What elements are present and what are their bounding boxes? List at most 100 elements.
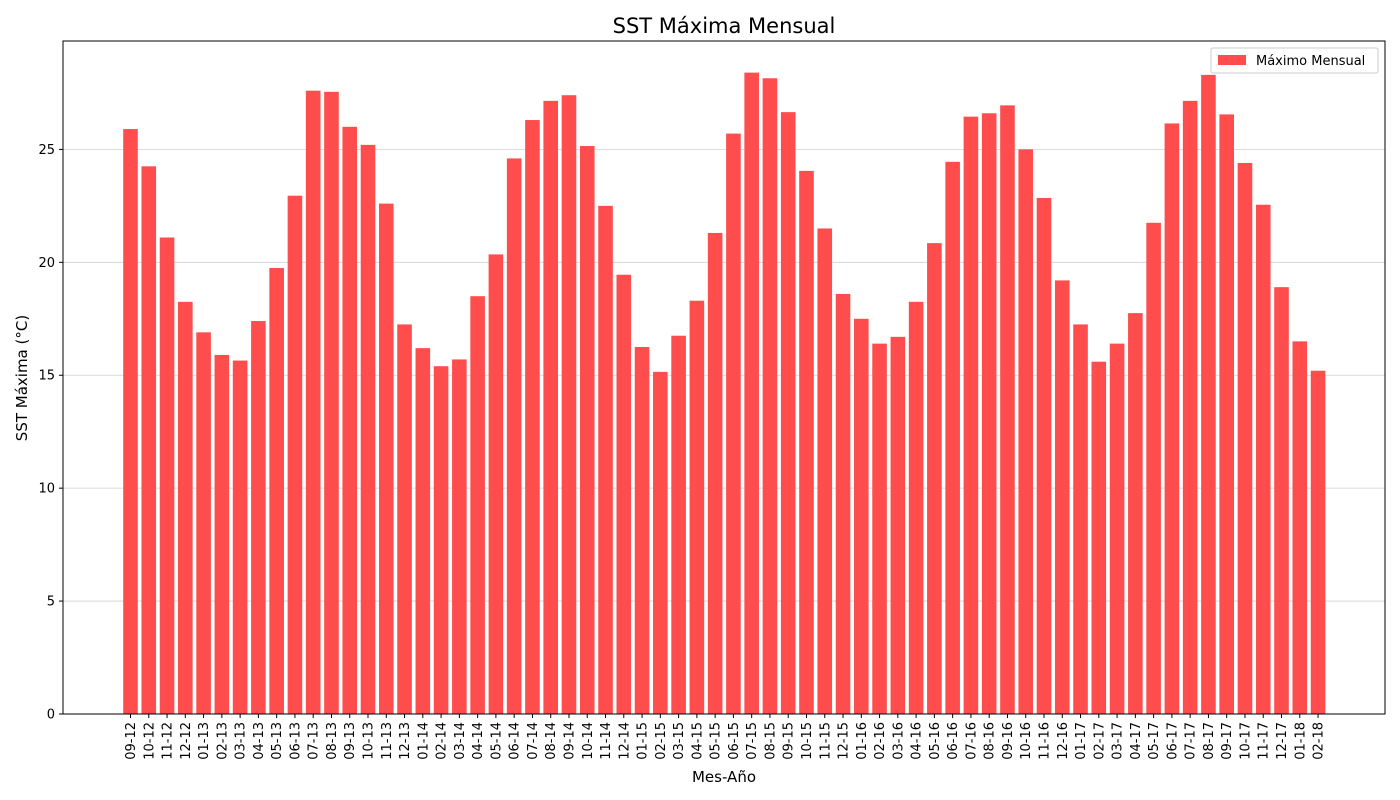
x-tick-label: 09-13	[343, 722, 358, 760]
bar	[123, 129, 138, 715]
x-axis-label: Mes-Año	[692, 768, 756, 786]
y-tick-label: 15	[38, 369, 55, 384]
x-tick-label: 02-15	[654, 722, 669, 760]
x-tick-label: 03-14	[453, 722, 468, 760]
x-tick-label: 07-14	[526, 722, 541, 760]
bar	[872, 343, 887, 714]
x-tick-label: 12-16	[1056, 722, 1071, 760]
bar	[1274, 287, 1289, 714]
bar	[817, 228, 833, 715]
x-tick-label: 10-15	[800, 722, 815, 760]
bar	[452, 359, 467, 714]
bar	[653, 371, 668, 714]
bar	[1255, 204, 1271, 714]
x-tick-label: 09-15	[782, 722, 797, 760]
x-tick-label: 04-16	[910, 722, 925, 760]
bar	[159, 237, 175, 714]
x-tick-label: 01-16	[855, 722, 870, 760]
x-tick-label: 10-14	[581, 722, 596, 760]
bar	[269, 267, 284, 714]
bar	[305, 90, 321, 714]
bar	[707, 232, 723, 715]
bar	[1000, 105, 1015, 715]
x-tick-label: 09-16	[1001, 722, 1016, 760]
y-tick-label: 5	[47, 595, 55, 610]
bar	[1073, 324, 1088, 714]
bar	[744, 72, 759, 715]
x-tick-label: 04-14	[471, 722, 486, 760]
x-tick-label: 08-17	[1202, 722, 1217, 760]
x-tick-label: 03-16	[891, 722, 906, 760]
x-tick-label: 09-12	[124, 722, 139, 760]
bar	[1018, 149, 1034, 714]
bar	[1109, 343, 1125, 714]
x-tick-label: 07-13	[307, 722, 322, 760]
bar	[251, 321, 266, 714]
bar	[908, 301, 924, 714]
x-tick-label: 10-16	[1019, 722, 1034, 760]
legend-swatch	[1218, 55, 1246, 65]
x-tick-label: 04-13	[252, 722, 267, 760]
x-tick-label: 12-17	[1275, 722, 1290, 760]
x-tick-label: 02-14	[435, 722, 450, 760]
x-tick-label: 02-16	[873, 722, 888, 760]
y-tick-label: 0	[47, 708, 55, 723]
bar	[433, 366, 449, 714]
axes-frame	[62, 40, 1386, 715]
bar	[981, 113, 997, 715]
y-tick-label: 25	[38, 143, 55, 158]
bar	[616, 274, 632, 714]
x-tick-label: 04-15	[690, 722, 705, 760]
x-tick-label: 12-15	[837, 722, 852, 760]
x-tick-label: 02-13	[215, 722, 230, 760]
x-tick-label: 06-16	[946, 722, 961, 760]
bar	[1237, 162, 1253, 715]
x-tick-label: 05-15	[709, 722, 724, 760]
bar	[927, 243, 942, 714]
bar	[780, 112, 796, 714]
legend-label: Máximo Mensual	[1256, 54, 1365, 69]
bar	[634, 347, 650, 714]
bar	[799, 170, 814, 715]
bar	[561, 95, 577, 714]
bar	[890, 336, 906, 714]
x-tick-label: 01-17	[1074, 722, 1089, 760]
x-tick-label: 01-15	[636, 722, 651, 760]
bar	[945, 161, 960, 714]
x-tick-label: 06-14	[508, 722, 523, 760]
x-tick-label: 01-13	[197, 722, 212, 760]
x-tick-label: 08-13	[325, 722, 340, 760]
x-tick-label: 06-17	[1165, 722, 1180, 760]
x-tick-label: 10-17	[1238, 722, 1253, 760]
bar	[1219, 114, 1234, 715]
x-tick-label: 08-15	[763, 722, 778, 760]
bar	[1091, 361, 1107, 714]
x-tick-label: 10-12	[142, 722, 157, 760]
bar	[1036, 197, 1052, 714]
bar	[360, 144, 376, 714]
bar	[579, 146, 595, 714]
bar	[178, 301, 193, 714]
x-tick-label: 07-16	[964, 722, 979, 760]
x-tick-label: 09-14	[562, 722, 577, 760]
bar	[1128, 313, 1143, 714]
bar	[415, 348, 431, 714]
bars	[123, 72, 1326, 715]
bar	[232, 360, 248, 714]
x-tick-label: 08-16	[983, 722, 998, 760]
bar	[762, 78, 778, 714]
legend-box	[1210, 47, 1379, 74]
chart-title: SST Máxima Mensual	[613, 14, 836, 38]
x-tick-label: 01-18	[1293, 722, 1308, 760]
x-tick-label: 11-15	[818, 722, 833, 760]
bar	[141, 166, 157, 715]
y-axis-label: SST Máxima (°C)	[13, 315, 31, 441]
x-tick-label: 07-17	[1184, 722, 1199, 760]
bar	[835, 293, 851, 714]
x-tick-label: 03-15	[672, 722, 687, 760]
bar	[543, 100, 559, 715]
x-tick-label: 03-17	[1111, 722, 1126, 760]
x-tick-label: 12-13	[398, 722, 413, 760]
bar	[488, 254, 504, 714]
